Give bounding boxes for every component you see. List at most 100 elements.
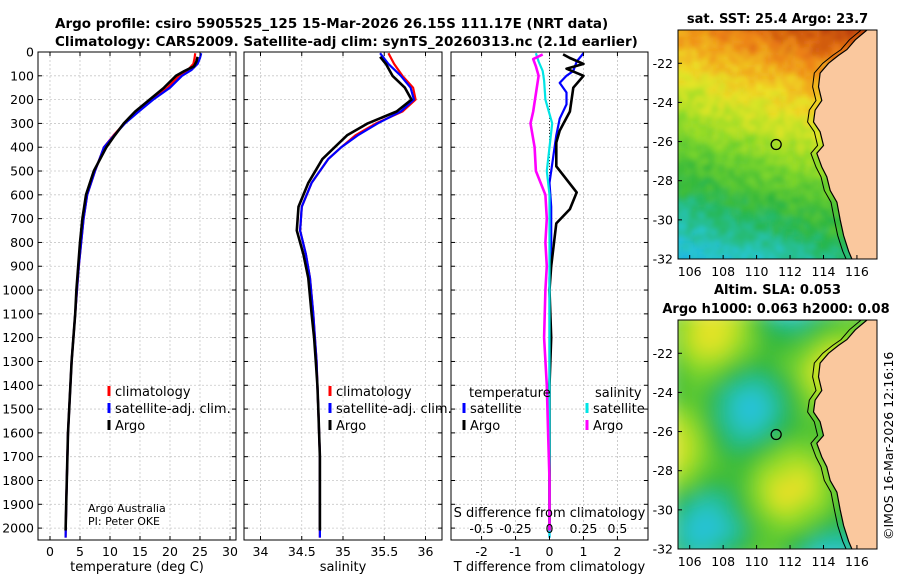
- field-cell: [732, 196, 737, 201]
- field-cell: [770, 460, 777, 467]
- field-cell: [720, 216, 725, 221]
- field-cell: [678, 248, 681, 253]
- field-cell: [824, 44, 829, 49]
- field-cell: [728, 472, 735, 479]
- field-cell: [712, 84, 717, 89]
- field-cell: [788, 248, 793, 253]
- field-cell: [794, 346, 801, 353]
- field-cell: [828, 200, 833, 205]
- field-cell: [772, 116, 777, 121]
- field-cell: [804, 208, 809, 213]
- field-cell: [756, 180, 761, 185]
- field-cell: [692, 136, 697, 141]
- field-cell: [764, 160, 769, 165]
- field-cell: [776, 136, 781, 141]
- field-cell: [728, 176, 733, 181]
- field-cell: [680, 352, 687, 359]
- field-cell: [836, 224, 841, 229]
- field-cell: [678, 156, 681, 161]
- field-cell: [732, 220, 737, 225]
- field-cell: [764, 346, 771, 353]
- field-cell: [680, 232, 685, 237]
- field-cell: [768, 112, 773, 117]
- field-cell: [788, 204, 793, 209]
- field-cell: [804, 40, 809, 45]
- field-cell: [740, 136, 745, 141]
- field-cell: [792, 156, 797, 161]
- field-cell: [688, 236, 693, 241]
- field-cell: [732, 256, 737, 259]
- field-cell: [724, 216, 729, 221]
- field-cell: [692, 148, 697, 153]
- field-cell: [800, 100, 805, 105]
- field-cell: [672, 128, 677, 133]
- field-cell: [692, 216, 697, 221]
- field-cell: [692, 224, 697, 229]
- field-cell: [752, 88, 757, 93]
- field-cell: [680, 64, 685, 69]
- field-cell: [824, 56, 829, 61]
- field-cell: [794, 322, 801, 329]
- field-cell: [744, 128, 749, 133]
- field-cell: [880, 216, 885, 221]
- field-cell: [712, 196, 717, 201]
- field-cell: [780, 252, 785, 257]
- field-cell: [776, 32, 781, 37]
- field-cell: [672, 24, 677, 29]
- field-cell: [782, 442, 789, 449]
- field-cell: [716, 388, 723, 395]
- field-cell: [780, 164, 785, 169]
- field-cell: [734, 328, 741, 335]
- field-cell: [840, 260, 845, 265]
- field-cell: [794, 448, 801, 455]
- field-cell: [768, 124, 773, 129]
- field-cell: [800, 340, 807, 347]
- field-cell: [788, 140, 793, 145]
- field-cell: [700, 112, 705, 117]
- field-cell: [806, 430, 813, 437]
- field-cell: [704, 96, 709, 101]
- field-cell: [698, 322, 705, 329]
- field-cell: [820, 168, 825, 173]
- field-cell: [684, 152, 689, 157]
- field-cell: [680, 346, 687, 353]
- field-cell: [732, 248, 737, 253]
- field-cell: [728, 328, 735, 335]
- field-cell: [678, 448, 681, 455]
- field-cell: [820, 208, 825, 213]
- field-cell: [696, 156, 701, 161]
- field-cell: [818, 490, 825, 497]
- field-cell: [808, 44, 813, 49]
- field-cell: [724, 240, 729, 245]
- field-cell: [740, 204, 745, 209]
- field-cell: [788, 56, 793, 61]
- y-tick-label: -22: [653, 56, 673, 71]
- field-cell: [748, 152, 753, 157]
- x-tick-label: 108: [711, 264, 735, 279]
- field-cell: [712, 208, 717, 213]
- field-cell: [736, 136, 741, 141]
- field-cell: [800, 370, 807, 377]
- field-cell: [792, 112, 797, 117]
- field-cell: [780, 128, 785, 133]
- field-cell: [764, 322, 771, 329]
- field-cell: [722, 352, 729, 359]
- field-cell: [688, 164, 693, 169]
- field-cell: [710, 388, 717, 395]
- field-cell: [884, 144, 889, 149]
- field-cell: [668, 152, 673, 157]
- field-cell: [698, 334, 705, 341]
- field-cell: [740, 132, 745, 137]
- field-cell: [724, 128, 729, 133]
- field-cell: [732, 92, 737, 97]
- field-cell: [704, 364, 711, 371]
- field-cell: [796, 72, 801, 77]
- field-cell: [698, 394, 705, 401]
- field-cell: [812, 60, 817, 65]
- field-cell: [704, 328, 711, 335]
- field-cell: [760, 48, 765, 53]
- field-cell: [832, 228, 837, 233]
- field-cell: [708, 68, 713, 73]
- field-cell: [794, 418, 801, 425]
- field-cell: [728, 496, 735, 503]
